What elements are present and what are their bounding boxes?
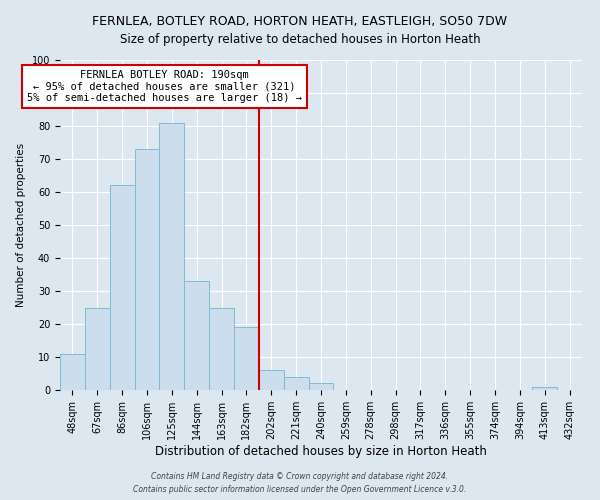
Bar bbox=[284, 377, 308, 390]
Text: FERNLEA BOTLEY ROAD: 190sqm
← 95% of detached houses are smaller (321)
5% of sem: FERNLEA BOTLEY ROAD: 190sqm ← 95% of det… bbox=[27, 70, 302, 103]
Bar bbox=[60, 354, 85, 390]
Text: Contains HM Land Registry data © Crown copyright and database right 2024.
Contai: Contains HM Land Registry data © Crown c… bbox=[133, 472, 467, 494]
Bar bbox=[308, 384, 334, 390]
Bar bbox=[110, 186, 134, 390]
Bar bbox=[85, 308, 110, 390]
Bar bbox=[259, 370, 284, 390]
Bar bbox=[134, 149, 160, 390]
Bar bbox=[532, 386, 557, 390]
Bar bbox=[209, 308, 234, 390]
Text: Size of property relative to detached houses in Horton Heath: Size of property relative to detached ho… bbox=[119, 32, 481, 46]
Bar bbox=[184, 281, 209, 390]
Y-axis label: Number of detached properties: Number of detached properties bbox=[16, 143, 26, 307]
Bar bbox=[234, 328, 259, 390]
Text: FERNLEA, BOTLEY ROAD, HORTON HEATH, EASTLEIGH, SO50 7DW: FERNLEA, BOTLEY ROAD, HORTON HEATH, EAST… bbox=[92, 15, 508, 28]
X-axis label: Distribution of detached houses by size in Horton Heath: Distribution of detached houses by size … bbox=[155, 444, 487, 458]
Bar bbox=[160, 122, 184, 390]
